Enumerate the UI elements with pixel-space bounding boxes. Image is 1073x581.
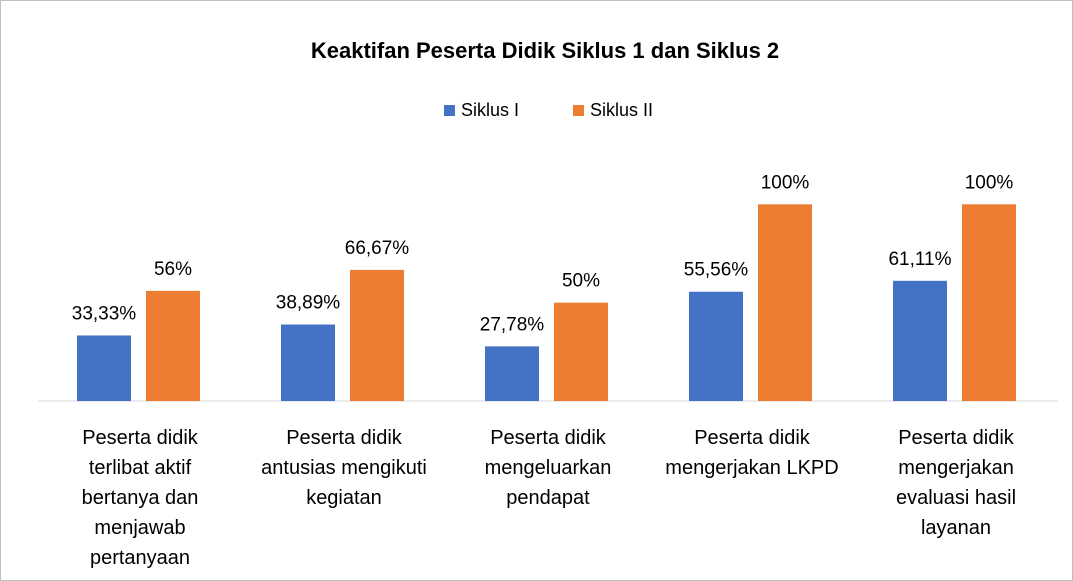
data-label: 56%	[154, 259, 192, 280]
bar	[758, 204, 812, 401]
bar	[893, 280, 947, 401]
data-label: 27,78%	[480, 314, 545, 335]
x-tick-label: Peserta didik mengerjakan evaluasi hasil…	[895, 427, 1017, 539]
data-label: 55,56%	[684, 260, 749, 281]
bar	[281, 324, 335, 401]
data-label: 66,67%	[345, 238, 410, 259]
data-label: 61,11%	[888, 249, 951, 270]
data-label: 33,33%	[72, 303, 137, 324]
x-tick-label: Peserta didik mengeluarkan pendapat	[484, 427, 612, 509]
legend-label: Siklus I	[461, 100, 519, 120]
data-label: 50%	[562, 271, 600, 292]
legend-swatch	[444, 105, 455, 116]
data-label: 100%	[761, 172, 810, 193]
bar	[350, 269, 404, 401]
x-tick-label: Peserta didik mengerjakan LKPD	[665, 427, 839, 479]
bar	[962, 204, 1016, 401]
x-tick-label: Peserta didik terlibat aktif bertanya da…	[81, 427, 199, 569]
bar	[77, 335, 131, 401]
bar	[554, 302, 608, 401]
bar	[146, 290, 200, 401]
bar	[689, 291, 743, 401]
bar	[485, 346, 539, 401]
data-label: 100%	[965, 172, 1014, 193]
data-label: 38,89%	[276, 293, 341, 314]
chart-title: Keaktifan Peserta Didik Siklus 1 dan Sik…	[311, 38, 779, 63]
x-tick-label: Peserta didik antusias mengikuti kegiata…	[261, 427, 427, 509]
legend-swatch	[573, 105, 584, 116]
legend-label: Siklus II	[590, 100, 653, 120]
